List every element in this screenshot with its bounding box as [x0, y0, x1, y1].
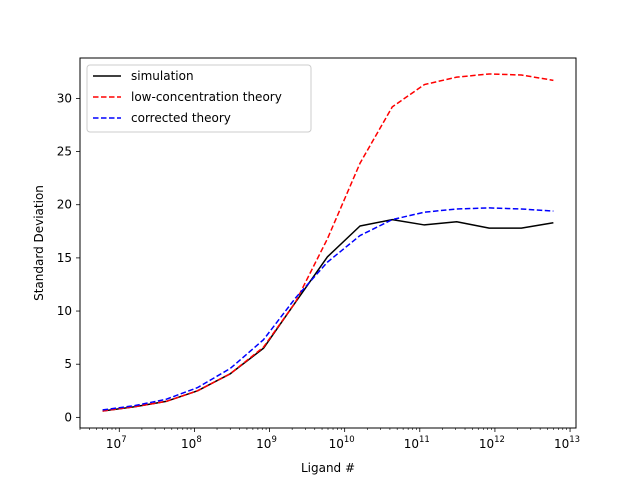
x-axis-title: Ligand # [301, 461, 355, 475]
y-tick-label: 10 [57, 304, 72, 318]
legend-label-1: simulation [131, 69, 194, 83]
y-tick-label: 15 [57, 251, 72, 265]
x-axis-ticks: 107 108 109 1010 1011 1012 1013 [79, 428, 580, 451]
y-axis-title: Standard Deviation [32, 185, 46, 301]
x-tick-label: 1012 [479, 435, 505, 451]
y-tick-label: 30 [57, 91, 72, 105]
legend-label-3: corrected theory [131, 111, 231, 125]
y-tick-label: 25 [57, 145, 72, 159]
x-tick-label: 107 [106, 435, 127, 451]
y-axis-ticks: 0 5 10 15 20 25 30 [57, 91, 80, 424]
y-tick-label: 5 [64, 357, 72, 371]
x-tick-label: 1011 [404, 435, 430, 451]
legend-label-2: low-concentration theory [131, 90, 282, 104]
series-line-2 [102, 73, 554, 412]
series-layer [102, 73, 554, 412]
series-line-3 [102, 207, 554, 411]
y-tick-label: 20 [57, 198, 72, 212]
legend-box [86, 64, 312, 133]
x-tick-label: 1010 [329, 435, 355, 451]
x-tick-label: 109 [256, 435, 277, 451]
x-tick-label: 108 [181, 435, 202, 451]
legend: simulation low-concentration theory correc… [86, 64, 312, 133]
x-tick-label: 1013 [554, 435, 580, 451]
y-tick-label: 0 [64, 410, 72, 424]
